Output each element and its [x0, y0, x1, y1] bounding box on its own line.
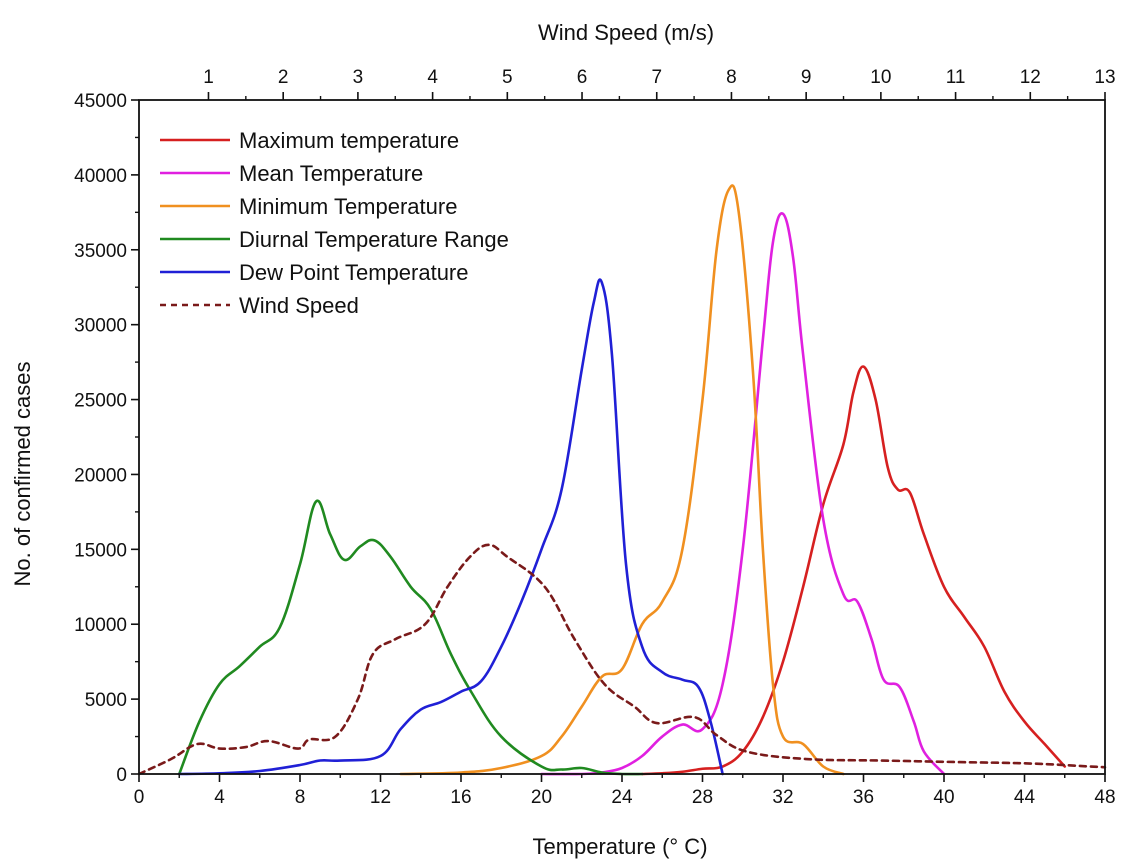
x2-tick-label-3: 4 [427, 67, 438, 88]
y-axis-title: No. of confirmed cases [10, 362, 35, 587]
x-tick-label-12: 48 [1094, 787, 1115, 808]
legend-label-3: Minimum Temperature [239, 194, 457, 219]
series-line-1 [640, 365, 1067, 776]
legend-label-4: Diurnal Temperature Range [239, 227, 509, 252]
x-tick-label-1: 4 [214, 787, 225, 808]
y-tick-label-9: 45000 [74, 91, 127, 112]
series-line-2 [540, 212, 946, 776]
legend-label-5: Dew Point Temperature [239, 260, 469, 285]
top-axis-title: Wind Speed (m/s) [538, 20, 714, 45]
x2-tick-label-0: 1 [203, 67, 214, 88]
y-tick-label-4: 20000 [74, 465, 127, 486]
y-tick-label-8: 40000 [74, 166, 127, 187]
series-line-4 [177, 499, 644, 776]
series-line-3 [399, 184, 845, 776]
x2-tick-label-8: 9 [801, 67, 812, 88]
plot-lines [137, 184, 1107, 776]
y-tick-label-1: 5000 [85, 690, 127, 711]
series-line-5 [177, 278, 724, 776]
x2-tick-label-9: 10 [870, 67, 891, 88]
x-tick-label-11: 44 [1014, 787, 1036, 808]
x2-tick-label-4: 5 [502, 67, 513, 88]
x2-tick-label-5: 6 [577, 67, 588, 88]
series-line-6 [137, 543, 1107, 776]
x2-tick-label-2: 3 [353, 67, 364, 88]
legend-label-1: Maximum temperature [239, 128, 459, 153]
x-tick-label-5: 20 [531, 787, 552, 808]
x-tick-label-7: 28 [692, 787, 713, 808]
y-tick-label-7: 35000 [74, 241, 127, 262]
legend-label-6: Wind Speed [239, 293, 359, 318]
x-tick-label-8: 32 [772, 787, 793, 808]
y-tick-label-2: 10000 [74, 615, 127, 636]
x2-tick-label-6: 7 [651, 67, 662, 88]
x-tick-label-10: 40 [933, 787, 954, 808]
legend: Maximum temperature Mean Temperature Minim… [160, 128, 509, 318]
legend-label-2: Mean Temperature [239, 161, 423, 186]
x-tick-label-9: 36 [853, 787, 874, 808]
x2-tick-label-1: 2 [278, 67, 289, 88]
x-tick-label-2: 8 [295, 787, 306, 808]
y-tick-label-5: 25000 [74, 391, 127, 412]
x-tick-label-0: 0 [134, 787, 145, 808]
x-tick-label-6: 24 [611, 787, 633, 808]
x-tick-label-4: 16 [450, 787, 471, 808]
y-tick-label-0: 0 [116, 765, 127, 786]
x2-tick-label-12: 13 [1094, 67, 1115, 88]
top-axis-title-text: Wind Speed (m/s) [538, 20, 714, 45]
y-tick-label-6: 30000 [74, 316, 127, 337]
x2-tick-label-11: 12 [1020, 67, 1041, 88]
y-tick-label-3: 15000 [74, 540, 127, 561]
x2-tick-label-10: 11 [946, 67, 966, 88]
x-axis-title: Temperature (° C) [532, 834, 707, 859]
x-tick-label-3: 12 [370, 787, 391, 808]
axes: 0 4 8 12 16 20 24 28 32 36 40 44 481 2 3 4 5 6 7 8 9 10 11 12 13… [74, 67, 1115, 808]
x2-tick-label-7: 8 [726, 67, 737, 88]
